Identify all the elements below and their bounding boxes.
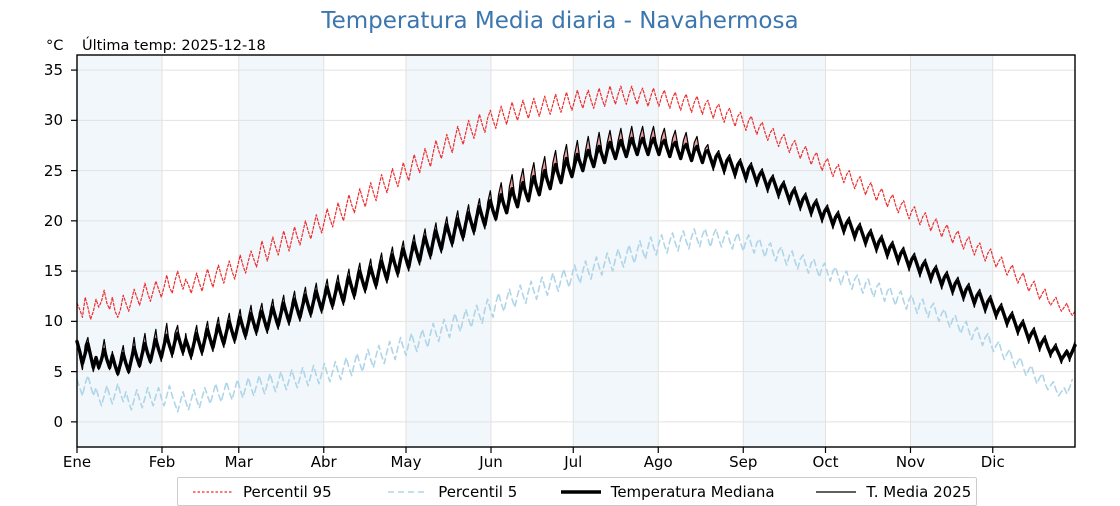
y-axis-tick-label: 35 <box>43 61 63 80</box>
legend-item[interactable]: Temperatura Mediana <box>550 478 806 505</box>
legend-label: Percentil 5 <box>438 482 518 501</box>
y-axis-tick-label: 0 <box>53 412 63 431</box>
y-axis-tick-label: 25 <box>43 161 63 180</box>
legend-line-sample <box>560 489 601 494</box>
anomaly-fill-warm <box>98 339 110 370</box>
month-band <box>573 55 659 447</box>
x-axis-tick-label: Sep <box>729 453 758 471</box>
x-axis-tick-label: Jun <box>479 453 503 471</box>
x-axis-tick-label: Ene <box>62 453 92 471</box>
y-axis-unit-label: °C <box>46 38 64 54</box>
last-temperature-label: Última temp: 2025-12-18 <box>82 38 266 54</box>
series-line-percentil-5 <box>76 228 1074 413</box>
x-axis-tick-label: Dic <box>980 453 1005 471</box>
legend-line-sample <box>193 490 233 493</box>
x-axis-tick-label: Oct <box>812 453 839 471</box>
x-axis-tick-label: Mar <box>224 453 253 471</box>
y-axis-tick-label: 15 <box>43 262 63 281</box>
x-axis-tick-label: Feb <box>148 453 176 471</box>
x-axis-tick-label: Jul <box>564 453 583 471</box>
y-axis-tick-label: 5 <box>53 362 63 381</box>
x-axis-tick-label: Ago <box>643 453 673 471</box>
legend-label: Percentil 95 <box>243 482 332 501</box>
series-line-temperatura-mediana <box>75 136 1077 376</box>
plot-frame <box>76 54 1076 448</box>
y-axis-tick-label: 20 <box>43 211 63 230</box>
legend-line-sample <box>388 490 429 493</box>
legend-label: Temperatura Mediana <box>610 482 775 501</box>
legend-item[interactable]: T. Media 2025 <box>805 478 976 505</box>
legend-item[interactable]: Percentil 5 <box>377 478 550 505</box>
x-axis-tick-label: Abr <box>310 453 337 471</box>
chart-legend: Percentil 95 Percentil 5 Temperatura Media… <box>177 477 977 506</box>
x-axis-tick-label: Nov <box>895 453 926 471</box>
y-axis-tick-label: 30 <box>43 111 63 130</box>
x-axis-tick-label: May <box>390 453 422 471</box>
month-band <box>910 55 993 447</box>
legend-line-sample <box>816 490 857 493</box>
legend-item[interactable]: Percentil 95 <box>178 478 377 505</box>
page-title: Temperatura Media diaria - Navahermosa <box>321 8 799 34</box>
series-line-percentil-95 <box>76 85 1076 320</box>
month-band <box>406 55 492 447</box>
month-band <box>743 55 826 447</box>
y-axis-tick-label: 10 <box>43 312 63 331</box>
legend-label: T. Media 2025 <box>866 482 972 501</box>
